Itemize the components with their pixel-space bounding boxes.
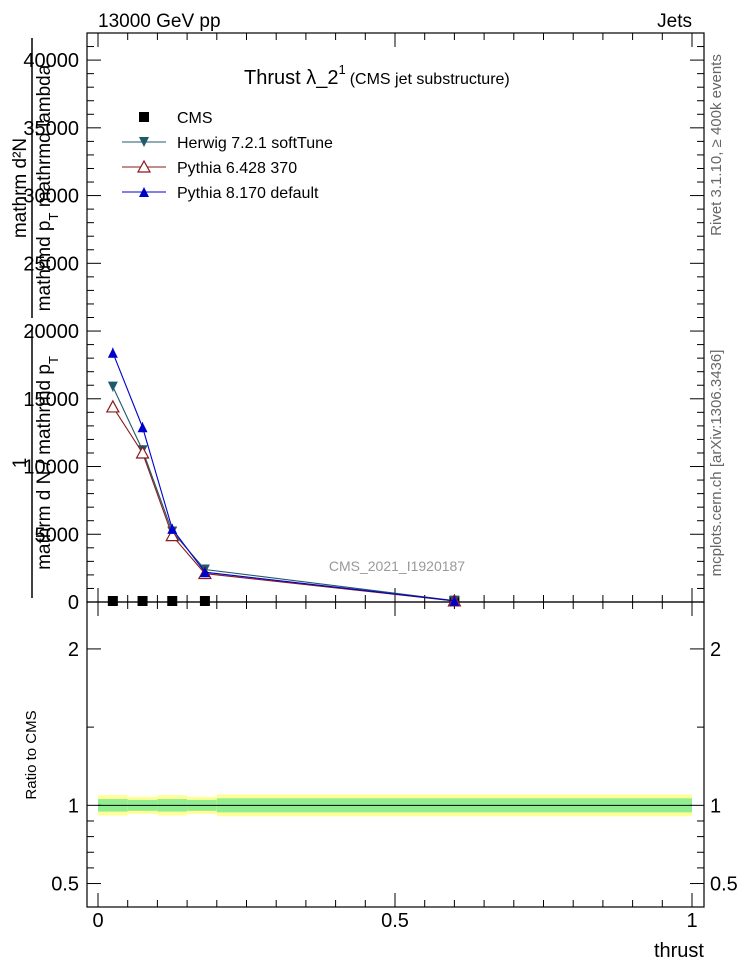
ratio-tick-label: 1 [68, 795, 79, 817]
ratio-tick-label-right: 1 [710, 795, 721, 817]
data-point [167, 523, 178, 534]
x-tick-label: 0.5 [381, 910, 409, 932]
chart-title-sup: 1 [338, 62, 345, 77]
y-tick-label: 35000 [23, 118, 79, 140]
ratio-bands [98, 794, 693, 817]
data-point [105, 399, 120, 413]
legend-marker [139, 112, 149, 122]
ylabel-rhs-den-sub: T [46, 212, 61, 220]
y-tick-label: 15000 [23, 389, 79, 411]
ylabel-rhs-num: mathrm d²N [10, 138, 31, 238]
data-point [167, 596, 178, 606]
data-point [199, 596, 210, 606]
y-axis-label: 1 mathrm d N / mathrmd pT mathrm d²N mat… [10, 38, 61, 598]
legend-label: Pythia 6.428 370 [177, 160, 297, 177]
ylabel-rhs-den-suffix: mathrmd lambda [34, 64, 55, 212]
legend-marker [139, 137, 149, 147]
y-tick-label: 20000 [23, 321, 79, 343]
data-point [107, 596, 118, 606]
rivet-label: Rivet 3.1.10, ≥ 400k events [708, 54, 725, 236]
y-tick-label: 30000 [23, 186, 79, 208]
series-3 [107, 347, 460, 606]
ratio-tick-label: 2 [68, 639, 79, 661]
data-point [199, 567, 210, 578]
ratio-tick-label-right: 2 [710, 639, 721, 661]
x-tick-label: 1 [686, 910, 697, 932]
ratio-y-label: Ratio to CMS [23, 710, 40, 799]
legend-label: Pythia 8.170 default [177, 185, 319, 202]
data-point [137, 596, 148, 606]
ylabel-rhs-den-text: mathrmd p [34, 220, 55, 311]
y-tick-label: 0 [68, 592, 79, 614]
header-left: 13000 GeV pp [98, 11, 221, 32]
y-tick-label: 10000 [23, 457, 79, 479]
legend-label: CMS [177, 110, 213, 127]
y-tick-label: 25000 [23, 253, 79, 275]
y-tick-label: 5000 [35, 524, 80, 546]
ylabel-frac-den-sub: T [46, 356, 61, 364]
legend: CMS Herwig 7.2.1 softTune Pythia 6.428 370… [122, 110, 333, 202]
data-point [107, 381, 118, 392]
chart-title-suffix: (CMS jet substructure) [350, 71, 510, 88]
mcplots-label: mcplots.cern.ch [arXiv:1306.3436] [708, 350, 725, 577]
ylabel-frac-den-text: mathrm d N / mathrmd p [34, 364, 55, 570]
ratio-tick-label: 0.5 [51, 874, 79, 896]
data-point [449, 595, 460, 606]
x-tick-label: 0 [92, 910, 103, 932]
axis-ticks: 0 5000 10000 15000 20000 25000 30000 35000 40000… [23, 32, 738, 932]
data-point [165, 528, 180, 542]
ylabel-rhs-den: mathrmd pT mathrmd lambda [34, 64, 61, 311]
legend-label: Herwig 7.2.1 softTune [177, 135, 333, 152]
watermark: CMS_2021_I1920187 [329, 558, 465, 574]
legend-marker [139, 187, 149, 197]
chart-title: Thrust λ_21 (CMS jet substructure) [244, 62, 510, 89]
data-point [135, 445, 150, 459]
legend-marker [136, 159, 152, 173]
chart-title-main: Thrust λ_2 [244, 67, 338, 89]
series-0 [107, 596, 460, 606]
x-axis-label: thrust [654, 940, 704, 962]
data-point [107, 347, 118, 358]
y-tick-label: 40000 [23, 50, 79, 72]
ratio-plot-frame [86, 601, 705, 908]
ylabel-frac-num: 1 [10, 458, 31, 469]
ratio-tick-label-right: 0.5 [710, 874, 738, 896]
data-point [137, 422, 148, 433]
series-2 [105, 399, 462, 607]
data-series [105, 347, 462, 607]
header-right: Jets [657, 11, 692, 32]
ylabel-frac-den: mathrm d N / mathrmd pT [34, 356, 61, 570]
